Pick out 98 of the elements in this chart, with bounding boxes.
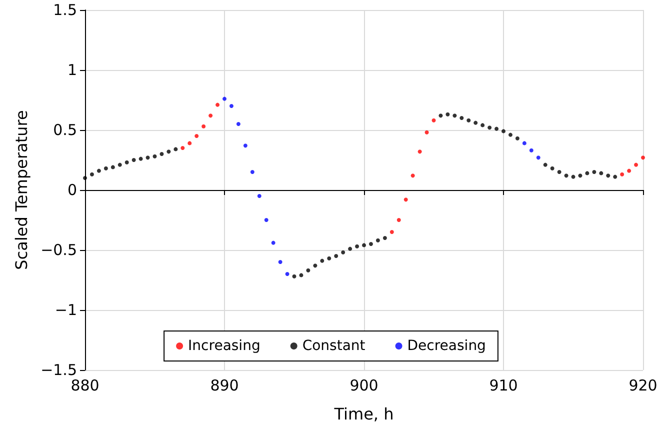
point: [216, 102, 220, 107]
point: [460, 116, 464, 120]
x-axis-title: Time, h: [333, 404, 394, 424]
point: [104, 166, 108, 170]
point: [146, 156, 150, 160]
point: [529, 148, 534, 152]
point: [466, 118, 471, 122]
point: [110, 165, 115, 170]
point: [627, 168, 632, 173]
point: [320, 258, 324, 263]
point: [138, 156, 143, 161]
point: [166, 150, 171, 154]
point: [494, 126, 499, 131]
point: [564, 174, 568, 178]
point: [599, 171, 604, 176]
point: [382, 236, 387, 240]
point: [292, 274, 296, 278]
point: [306, 268, 310, 272]
point: [236, 122, 240, 126]
point: [641, 156, 645, 160]
point: [502, 129, 506, 134]
x-tick-label: 880: [70, 376, 100, 394]
point: [424, 130, 429, 134]
y-axis-title: Scaled Temperature: [12, 110, 32, 270]
point: [250, 170, 254, 174]
point: [508, 132, 512, 137]
point: [243, 144, 248, 148]
point: [90, 172, 94, 176]
point: [222, 96, 226, 101]
point: [613, 174, 618, 179]
point: [390, 230, 394, 234]
point: [410, 174, 415, 178]
point: [132, 158, 136, 162]
point: [550, 166, 554, 170]
point: [376, 238, 380, 242]
point: [571, 174, 576, 179]
y-tick-label: 0.5: [53, 121, 77, 139]
point: [362, 243, 366, 248]
point: [264, 218, 268, 222]
point: [208, 114, 213, 118]
point: [278, 260, 282, 264]
point: [257, 194, 262, 198]
legend-label: Constant: [302, 338, 366, 354]
point: [515, 136, 520, 140]
point: [452, 114, 457, 118]
point: [285, 272, 290, 276]
point: [620, 172, 624, 176]
point: [557, 170, 562, 174]
point: [396, 218, 401, 222]
point: [488, 126, 492, 130]
point: [606, 174, 610, 178]
point: [474, 120, 478, 125]
point: [480, 123, 485, 128]
point: [334, 254, 338, 258]
y-tick-label: 0: [67, 181, 77, 199]
y-tick-label: −0.5: [40, 241, 77, 259]
point: [446, 112, 450, 116]
point: [313, 264, 318, 268]
point: [96, 168, 101, 173]
x-tick-label: 900: [350, 376, 378, 394]
point: [341, 250, 346, 254]
point: [299, 273, 304, 278]
legend-label: Decreasing: [407, 338, 486, 354]
point: [634, 162, 638, 167]
point: [194, 134, 199, 138]
y-tick-label: −1.5: [40, 361, 77, 379]
point: [327, 256, 332, 260]
y-tick-label: −1: [54, 301, 77, 319]
x-tick-label: 910: [489, 376, 518, 394]
point: [174, 147, 178, 152]
point: [188, 141, 192, 146]
point: [202, 124, 206, 128]
point: [348, 246, 352, 251]
point: [118, 162, 122, 167]
point: [438, 114, 443, 118]
y-tick-label: 1: [67, 61, 77, 79]
x-tick-label: 890: [210, 376, 239, 394]
point: [124, 160, 129, 164]
x-tick-label: 920: [628, 376, 658, 394]
point: [578, 174, 582, 178]
point: [368, 242, 373, 246]
point: [522, 141, 526, 146]
point: [543, 162, 548, 167]
point: [404, 198, 408, 202]
point: [418, 150, 422, 154]
point: [229, 104, 234, 108]
point: [432, 118, 436, 122]
point: [536, 156, 540, 160]
point: [160, 152, 164, 156]
point: [585, 171, 590, 176]
point: [592, 170, 596, 174]
point: [180, 146, 185, 150]
point: [83, 176, 87, 180]
point: [271, 240, 276, 245]
legend-label: Increasing: [188, 338, 260, 354]
point: [355, 244, 360, 248]
point: [152, 154, 157, 158]
y-tick-label: 1.5: [53, 1, 77, 19]
